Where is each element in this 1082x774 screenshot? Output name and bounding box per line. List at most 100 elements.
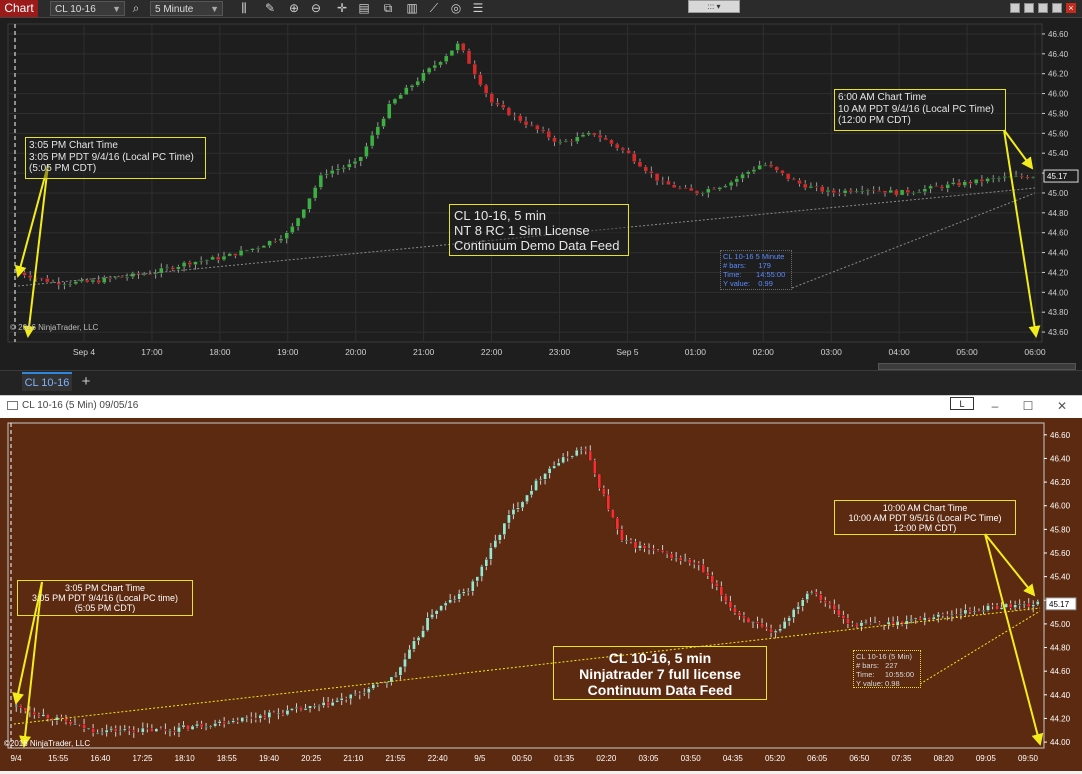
candle — [986, 605, 990, 611]
candle — [449, 50, 455, 57]
candle — [434, 610, 439, 615]
candle — [352, 161, 358, 165]
candle — [945, 614, 950, 616]
candle — [68, 721, 73, 725]
candle — [534, 480, 538, 491]
x-tick-label: 20:25 — [301, 754, 322, 763]
current-price-marker — [1045, 597, 1077, 611]
candle — [580, 134, 586, 138]
candle — [574, 449, 579, 457]
link-button[interactable]: L — [950, 397, 974, 410]
minimize-button[interactable] — [1024, 3, 1034, 13]
candle — [261, 245, 267, 248]
candle — [392, 98, 398, 104]
candle — [561, 456, 565, 464]
maximize-icon[interactable]: ☐ — [1022, 399, 1034, 413]
x-tick-label: 19:00 — [277, 347, 299, 357]
close-icon[interactable]: ✕ — [1056, 399, 1068, 413]
candle — [760, 623, 764, 628]
properties-icon[interactable]: ▤ — [358, 1, 370, 15]
candle — [190, 725, 195, 730]
zoom-out-icon[interactable]: ⊖ — [310, 1, 322, 15]
candle — [848, 190, 853, 193]
candle — [258, 714, 263, 719]
candle — [556, 462, 561, 467]
drawing-icon[interactable]: ⟋ — [429, 1, 439, 15]
candle — [193, 261, 198, 265]
crosshair-icon[interactable]: ✛ — [336, 1, 348, 15]
chart-window-label[interactable]: Chart — [0, 0, 38, 17]
y-tick-label: 44.00 — [1050, 738, 1071, 747]
candle — [746, 171, 751, 175]
x-tick-label: 21:00 — [413, 347, 435, 357]
pencil-icon[interactable]: ✎ — [264, 1, 276, 15]
candle — [734, 178, 740, 183]
x-tick-label: 02:20 — [596, 754, 617, 763]
candle — [109, 728, 113, 731]
candle — [588, 450, 593, 461]
candle — [347, 163, 352, 168]
candle — [113, 728, 118, 732]
window-option-button[interactable] — [1010, 3, 1020, 13]
candle — [719, 586, 724, 596]
instrument-selector[interactable]: CL 10-16 ▼ — [50, 1, 125, 16]
minimize-icon[interactable]: – — [991, 399, 999, 413]
restore-button[interactable] — [1052, 3, 1062, 13]
candle — [597, 134, 603, 139]
candle — [461, 43, 466, 51]
nt8-annotation-center: CL 10-16, 5 min NT 8 RC 1 Sim License Co… — [449, 204, 629, 256]
nt8-price-chart[interactable]: 46.6046.4046.2046.0045.8045.6045.4045.20… — [0, 18, 1082, 370]
list-icon[interactable]: ☰ — [472, 1, 484, 15]
candle — [457, 593, 461, 600]
refresh-icon[interactable]: ◎ — [450, 1, 462, 15]
candle — [819, 594, 823, 601]
candle — [820, 186, 825, 193]
y-tick-label: 45.00 — [1048, 189, 1069, 198]
zoom-in-icon[interactable]: ⊕ — [288, 1, 300, 15]
x-tick-label: 06:00 — [1024, 347, 1046, 357]
bars-icon[interactable]: ⫼ — [241, 1, 247, 15]
candle — [535, 125, 540, 130]
candle — [483, 84, 489, 94]
candle — [956, 182, 962, 186]
close-icon[interactable]: × — [1066, 3, 1076, 13]
candle — [495, 102, 500, 105]
indicators-icon[interactable]: ▥ — [406, 1, 418, 15]
candle — [934, 185, 939, 188]
current-price-marker — [1043, 169, 1079, 183]
candle — [470, 580, 475, 592]
y-tick-label: 44.60 — [1050, 667, 1071, 676]
add-tab-button[interactable]: + — [81, 373, 91, 390]
search-icon[interactable]: ⌕ — [132, 1, 140, 15]
candle — [547, 468, 552, 474]
candle — [809, 592, 814, 594]
strategies-icon[interactable]: ⧉ — [383, 1, 393, 15]
candle — [371, 683, 376, 689]
candle — [82, 724, 86, 729]
tab-cl-10-16[interactable]: CL 10-16 — [22, 372, 72, 391]
candle — [666, 180, 671, 185]
candle — [321, 702, 326, 706]
annotation-arrow — [19, 581, 43, 748]
interval-selector[interactable]: 5 Minute ▼ — [150, 1, 223, 16]
nt8-horizontal-scrollbar[interactable] — [878, 363, 1076, 370]
nt7-price-chart[interactable]: 46.6046.4046.2046.0045.8045.6045.4045.20… — [0, 418, 1082, 771]
chart-mode-widget[interactable]: ::: ▾ — [688, 0, 740, 13]
candle — [945, 184, 950, 189]
candle — [755, 621, 760, 624]
candle — [951, 182, 956, 185]
y-tick-label: 45.40 — [1048, 149, 1069, 158]
candle — [339, 697, 344, 701]
candle — [831, 190, 836, 194]
candle — [231, 720, 235, 723]
candle — [1002, 176, 1007, 178]
candle — [67, 283, 73, 286]
candle — [341, 167, 346, 170]
candle — [832, 604, 837, 610]
maximize-button[interactable] — [1038, 3, 1048, 13]
candle — [803, 183, 808, 189]
candle — [330, 170, 335, 175]
candle — [294, 707, 299, 709]
candle — [172, 730, 177, 733]
nt7-chart-panel: 46.6046.4046.2046.0045.8045.6045.4045.20… — [0, 418, 1082, 771]
